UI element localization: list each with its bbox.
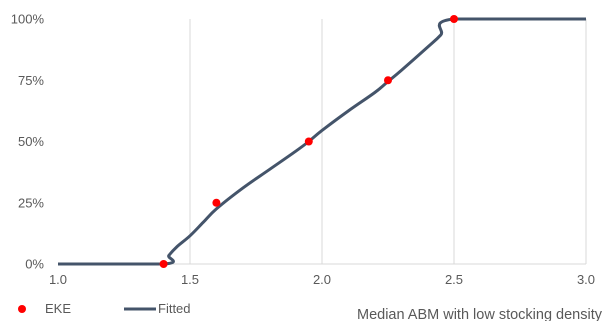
x-tick-label: 2.0 bbox=[313, 272, 331, 287]
y-tick-label: 0% bbox=[25, 257, 44, 272]
y-tick-label: 75% bbox=[18, 73, 44, 88]
eke-data-point bbox=[304, 137, 313, 146]
y-tick-label: 100% bbox=[11, 12, 45, 27]
y-tick-label: 50% bbox=[18, 134, 44, 149]
eke-series-points bbox=[159, 15, 458, 268]
x-axis-title: Median ABM with low stocking density bbox=[357, 307, 603, 321]
gridlines bbox=[189, 19, 587, 264]
eke-data-point bbox=[212, 198, 221, 207]
legend-fitted-label: Fitted bbox=[158, 301, 191, 316]
y-tick-labels: 0% 25% 50% 75% 100% bbox=[11, 12, 45, 272]
eke-data-point bbox=[450, 15, 458, 23]
x-tick-labels: 1.0 1.5 2.0 2.5 3.0 bbox=[49, 272, 595, 287]
x-tick-label: 1.5 bbox=[181, 272, 199, 287]
fitted-series-line bbox=[58, 17, 586, 266]
legend-eke-label: EKE bbox=[45, 301, 71, 316]
x-tick-label: 1.0 bbox=[49, 272, 67, 287]
legend-eke-marker bbox=[18, 305, 26, 313]
legend: EKE Fitted bbox=[18, 301, 191, 316]
x-tick-label: 3.0 bbox=[577, 272, 595, 287]
eke-data-point bbox=[384, 76, 392, 85]
y-tick-label: 25% bbox=[18, 195, 44, 210]
x-tick-label: 2.5 bbox=[445, 272, 463, 287]
eke-data-point bbox=[159, 260, 168, 268]
